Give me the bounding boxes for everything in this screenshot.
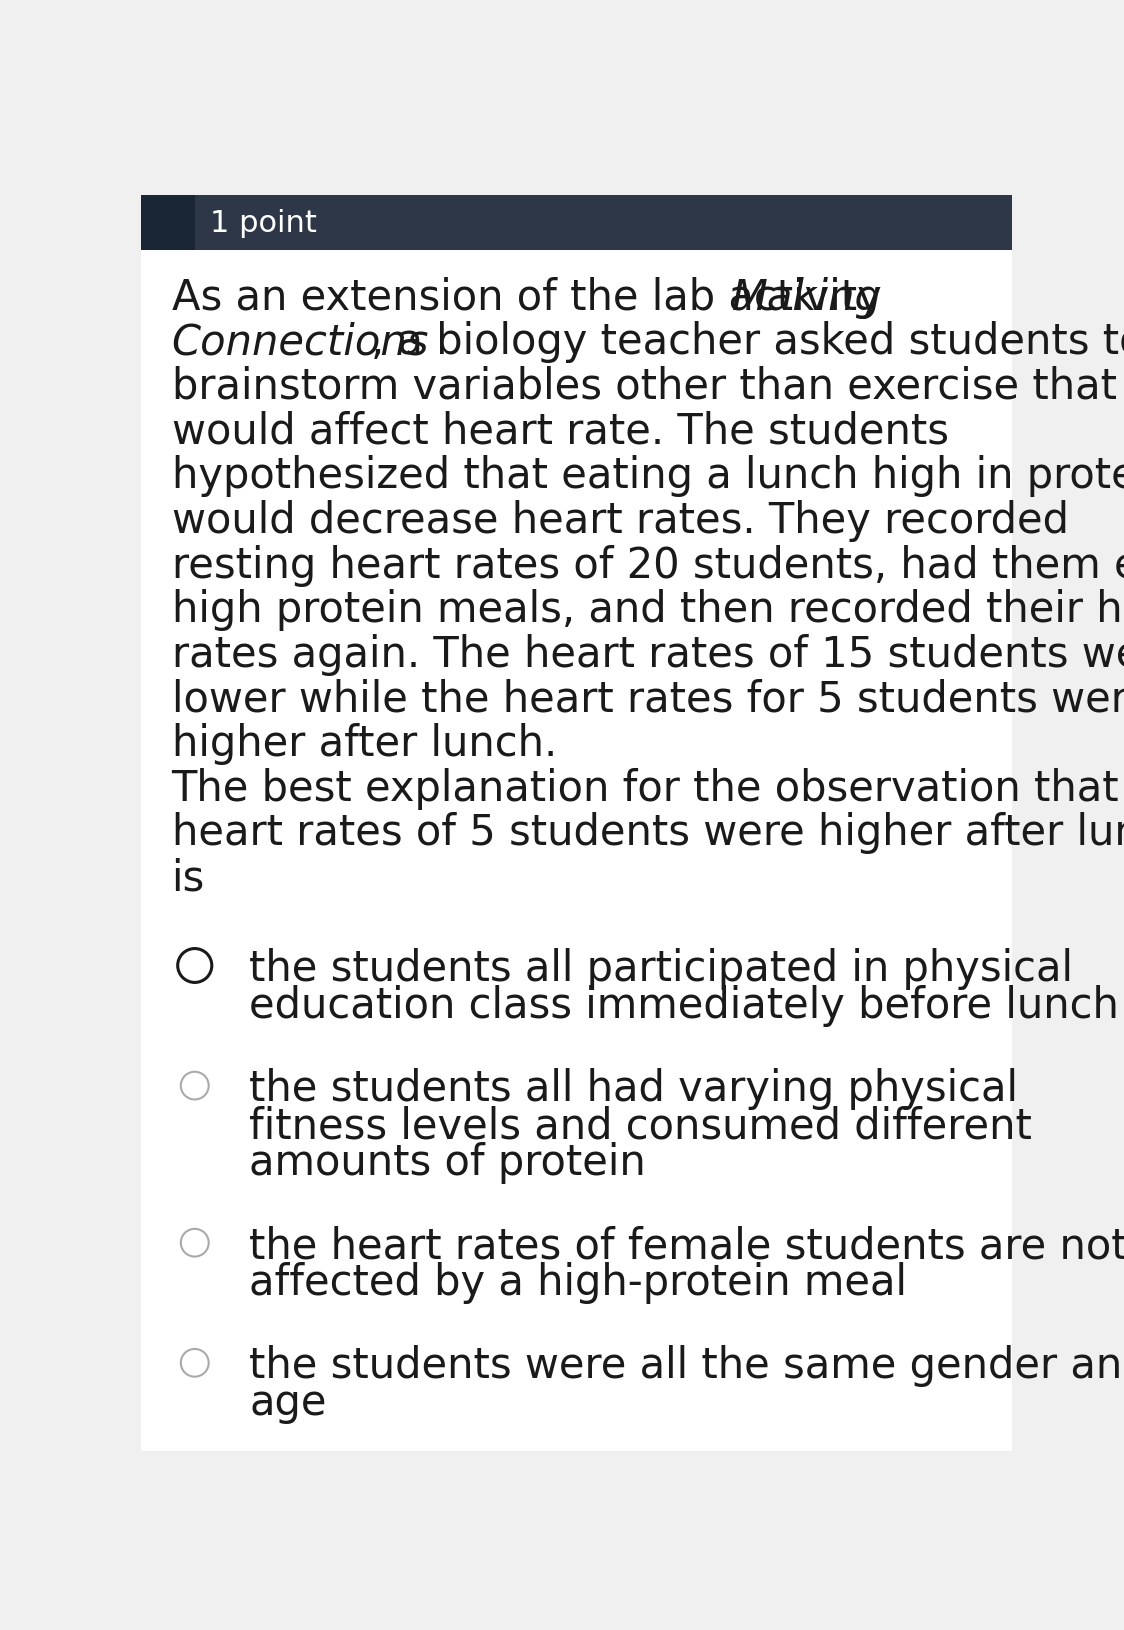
Text: the students all participated in physical: the students all participated in physica… (250, 947, 1073, 989)
Circle shape (178, 949, 211, 983)
Text: 1 point: 1 point (210, 209, 317, 238)
Text: fitness levels and consumed different: fitness levels and consumed different (250, 1105, 1032, 1146)
Circle shape (181, 1073, 209, 1100)
Text: the students were all the same gender and: the students were all the same gender an… (250, 1345, 1124, 1387)
Text: lower while the heart rates for 5 students were: lower while the heart rates for 5 studen… (172, 678, 1124, 720)
Circle shape (181, 1350, 209, 1377)
Text: heart rates of 5 students were higher after lunch: heart rates of 5 students were higher af… (172, 812, 1124, 854)
Text: age: age (250, 1382, 326, 1423)
Text: , a biology teacher asked students to: , a biology teacher asked students to (371, 321, 1124, 363)
Text: resting heart rates of 20 students, had them eat: resting heart rates of 20 students, had … (172, 544, 1124, 587)
Text: education class immediately before lunch: education class immediately before lunch (250, 985, 1118, 1027)
FancyBboxPatch shape (140, 196, 194, 251)
Text: amounts of protein: amounts of protein (250, 1141, 646, 1183)
Text: Making: Making (732, 277, 881, 318)
Text: would decrease heart rates. They recorded: would decrease heart rates. They recorde… (172, 499, 1069, 541)
Text: The best explanation for the observation that the: The best explanation for the observation… (172, 768, 1124, 810)
Text: Connections: Connections (172, 321, 429, 363)
Text: the students all had varying physical: the students all had varying physical (250, 1068, 1018, 1110)
Text: the heart rates of female students are not: the heart rates of female students are n… (250, 1224, 1124, 1267)
Circle shape (181, 1229, 209, 1257)
Text: As an extension of the lab activity: As an extension of the lab activity (172, 277, 895, 318)
Text: high protein meals, and then recorded their heart: high protein meals, and then recorded th… (172, 588, 1124, 631)
Text: would affect heart rate. The students: would affect heart rate. The students (172, 411, 949, 452)
Text: brainstorm variables other than exercise that: brainstorm variables other than exercise… (172, 365, 1116, 408)
Text: is: is (172, 857, 205, 898)
Text: rates again. The heart rates of 15 students were: rates again. The heart rates of 15 stude… (172, 634, 1124, 675)
FancyBboxPatch shape (140, 251, 1012, 1451)
Text: higher after lunch.: higher after lunch. (172, 722, 556, 764)
Text: hypothesized that eating a lunch high in protein: hypothesized that eating a lunch high in… (172, 455, 1124, 497)
Text: affected by a high-protein meal: affected by a high-protein meal (250, 1262, 907, 1304)
FancyBboxPatch shape (140, 196, 1012, 251)
